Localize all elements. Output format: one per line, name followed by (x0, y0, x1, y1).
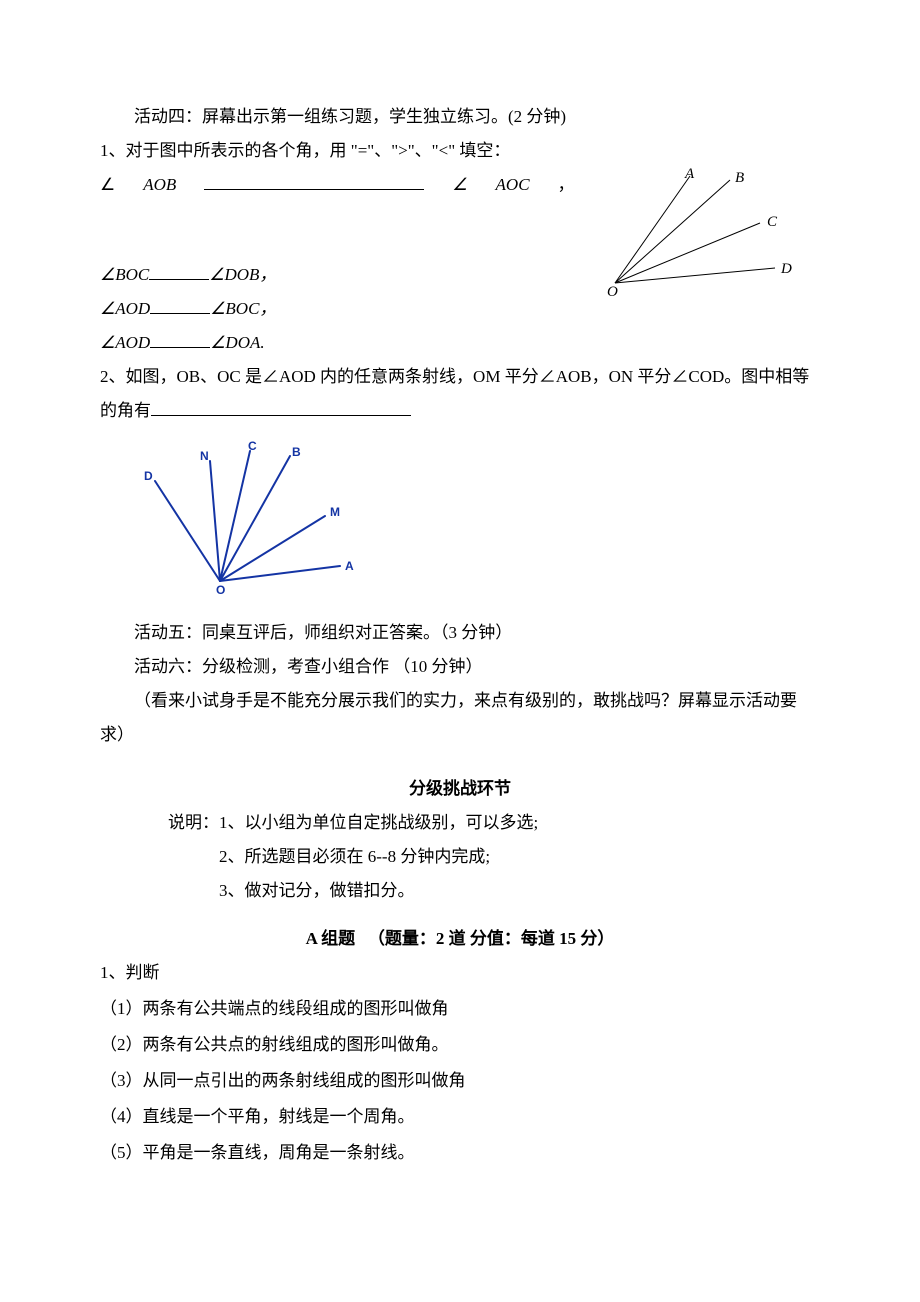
angle-diagram-2: O A M B C N D (140, 436, 820, 608)
angle-diagram-1: O A B C D (585, 168, 820, 310)
group-a-heading: A 组题 （题量：2 道 分值：每道 15 分） (100, 922, 820, 956)
judge-4: （4）直线是一个平角，射线是一个周角。 (100, 1100, 820, 1134)
label-M2: M (330, 505, 340, 519)
label-O2: O (216, 583, 225, 596)
aod-label: ∠AOD (100, 299, 150, 318)
dob-label: ∠DOB， (209, 265, 276, 284)
fill-blank[interactable] (204, 172, 424, 190)
instruction-3: 3、做对记分，做错扣分。 (168, 874, 820, 908)
q1-stem: 1、对于图中所表示的各个角，用 "="、">"、"<" 填空： (100, 134, 820, 168)
judge-1: （1）两条有公共端点的线段组成的图形叫做角 (100, 992, 820, 1026)
q1-block: ∠ AOB ∠ AOC ， ∠BOC∠DOB， ∠AOD∠BOC， ∠AOD∠D… (100, 168, 820, 360)
angle-symbol: ∠ (100, 168, 115, 202)
fill-blank-long[interactable] (151, 398, 411, 416)
fill-blank[interactable] (150, 296, 210, 314)
q1-line4: ∠AOD ∠DOA. (100, 326, 575, 360)
judge-5: （5）平角是一条直线，周角是一条射线。 (100, 1136, 820, 1170)
diagram1-svg: O A B C D (585, 168, 815, 298)
label-C: C (767, 214, 778, 230)
judge-head: 1、判断 (100, 956, 820, 990)
label-B2: B (292, 445, 301, 459)
label-aoc: AOC (496, 168, 530, 202)
label-D2: D (144, 469, 153, 483)
doa-label: ∠DOA. (210, 333, 264, 352)
q2-text: 2、如图，OB、OC 是∠AOD 内的任意两条射线，OM 平分∠AOB，ON 平… (100, 360, 820, 428)
label-A: A (684, 168, 695, 182)
instruction-1: 说明：1、以小组为单位自定挑战级别，可以多选; (168, 806, 820, 840)
label-D: D (780, 261, 792, 277)
label-C2: C (248, 439, 257, 453)
label-N2: N (200, 449, 209, 463)
label-O: O (607, 284, 618, 298)
label-A2: A (345, 559, 354, 573)
paren-note: （看来小试身手是不能充分展示我们的实力，来点有级别的，敢挑战吗？屏幕显示活动要求… (100, 684, 820, 752)
diagram2-svg: O A M B C N D (140, 436, 370, 596)
diagram1-lines (615, 176, 775, 283)
label-angle-mark: ∠ (452, 168, 467, 202)
activity-5-text: 活动五：同桌互评后，师组织对正答案。（3 分钟） (100, 616, 820, 650)
label-B: B (735, 170, 744, 186)
diagram2-lines (155, 451, 340, 581)
group-a-right: （题量：2 道 分值：每道 15 分） (368, 929, 615, 948)
worksheet-page: 活动四：屏幕出示第一组练习题，学生独立练习。(2 分钟) 1、对于图中所表示的各… (0, 0, 920, 1230)
boc2-label: ∠BOC， (210, 299, 276, 318)
activity-4-text: 活动四：屏幕出示第一组练习题，学生独立练习。(2 分钟) (100, 100, 820, 134)
group-a-left: A 组题 (306, 929, 356, 948)
diagram1-labels: O A B C D (607, 168, 792, 298)
challenge-title: 分级挑战环节 (100, 772, 820, 806)
aod2-label: ∠AOD (100, 333, 150, 352)
q1-left-column: ∠ AOB ∠ AOC ， ∠BOC ∠DOB， ∠AOD ∠BOC， ∠AOD ∠D… (100, 168, 575, 360)
instruction-2: 2、所选题目必须在 6--8 分钟内完成; (168, 840, 820, 874)
q1-line2: ∠BOC ∠DOB， (100, 258, 575, 292)
judge-2: （2）两条有公共点的射线组成的图形叫做角。 (100, 1028, 820, 1062)
comma: ， (558, 168, 575, 202)
q1-line3: ∠AOD ∠BOC， (100, 292, 575, 326)
fill-blank[interactable] (149, 262, 209, 280)
activity-6-text: 活动六：分级检测，考查小组合作 （10 分钟） (100, 650, 820, 684)
judge-3: （3）从同一点引出的两条射线组成的图形叫做角 (100, 1064, 820, 1098)
label-aob: AOB (143, 168, 176, 202)
fill-blank[interactable] (150, 330, 210, 348)
q1-line1: ∠ AOB ∠ AOC ， (100, 168, 575, 202)
boc-label: ∠BOC (100, 265, 149, 284)
